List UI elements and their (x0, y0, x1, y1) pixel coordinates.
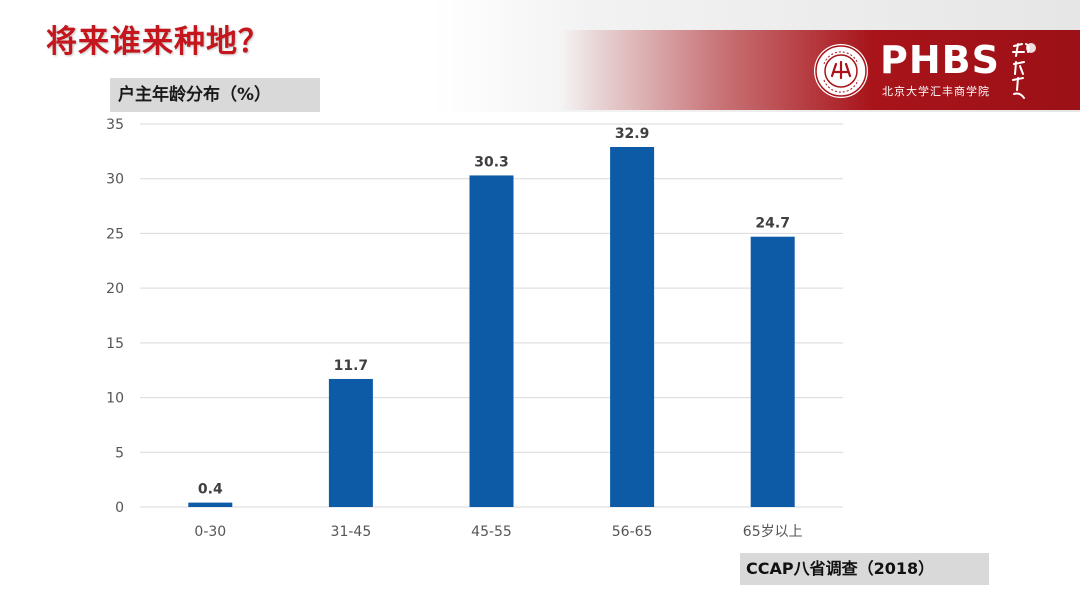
brand-subtitle: 北京大学汇丰商学院 (882, 85, 990, 98)
peking-university-seal-icon (814, 44, 868, 98)
data-source-label: CCAP八省调查（2018） (740, 553, 989, 585)
data-label: 32.9 (615, 126, 650, 142)
x-tick-label: 31-45 (331, 524, 372, 540)
x-tick-label: 65岁以上 (743, 524, 803, 540)
bar-45-55 (469, 175, 514, 507)
data-label: 11.7 (334, 358, 369, 374)
y-tick-label: 10 (106, 391, 124, 407)
bar-56-65 (610, 146, 655, 508)
calligraphy-icon (1012, 43, 1036, 99)
y-tick-label: 25 (106, 226, 124, 242)
y-tick-label: 15 (106, 336, 124, 352)
y-tick-label: 30 (106, 172, 124, 188)
data-label: 24.7 (755, 216, 790, 232)
x-axis-ticks: 0-30 31-45 45-55 56-65 65岁以上 (194, 524, 802, 540)
slide-title: 将来谁来种地？ (46, 24, 270, 60)
data-label: 30.3 (474, 154, 509, 170)
bar-31-45 (328, 378, 373, 507)
y-tick-label: 5 (115, 445, 124, 461)
y-axis-ticks: 0 5 10 15 20 25 30 35 (106, 117, 124, 516)
y-tick-label: 0 (115, 500, 124, 516)
data-labels: 0.4 11.7 30.3 32.9 24.7 (198, 126, 790, 498)
bar-0-30 (188, 502, 233, 507)
y-tick-label: 35 (106, 117, 124, 133)
x-tick-label: 0-30 (194, 524, 226, 540)
bar-65岁以上 (750, 236, 795, 507)
bars (188, 146, 795, 508)
chart-panel-label: 户主年龄分布（%） (110, 78, 320, 112)
y-tick-label: 20 (106, 281, 124, 297)
x-tick-label: 56-65 (612, 524, 653, 540)
x-tick-label: 45-55 (471, 524, 512, 540)
brand-name: PHBS (880, 38, 1000, 82)
data-label: 0.4 (198, 482, 223, 498)
